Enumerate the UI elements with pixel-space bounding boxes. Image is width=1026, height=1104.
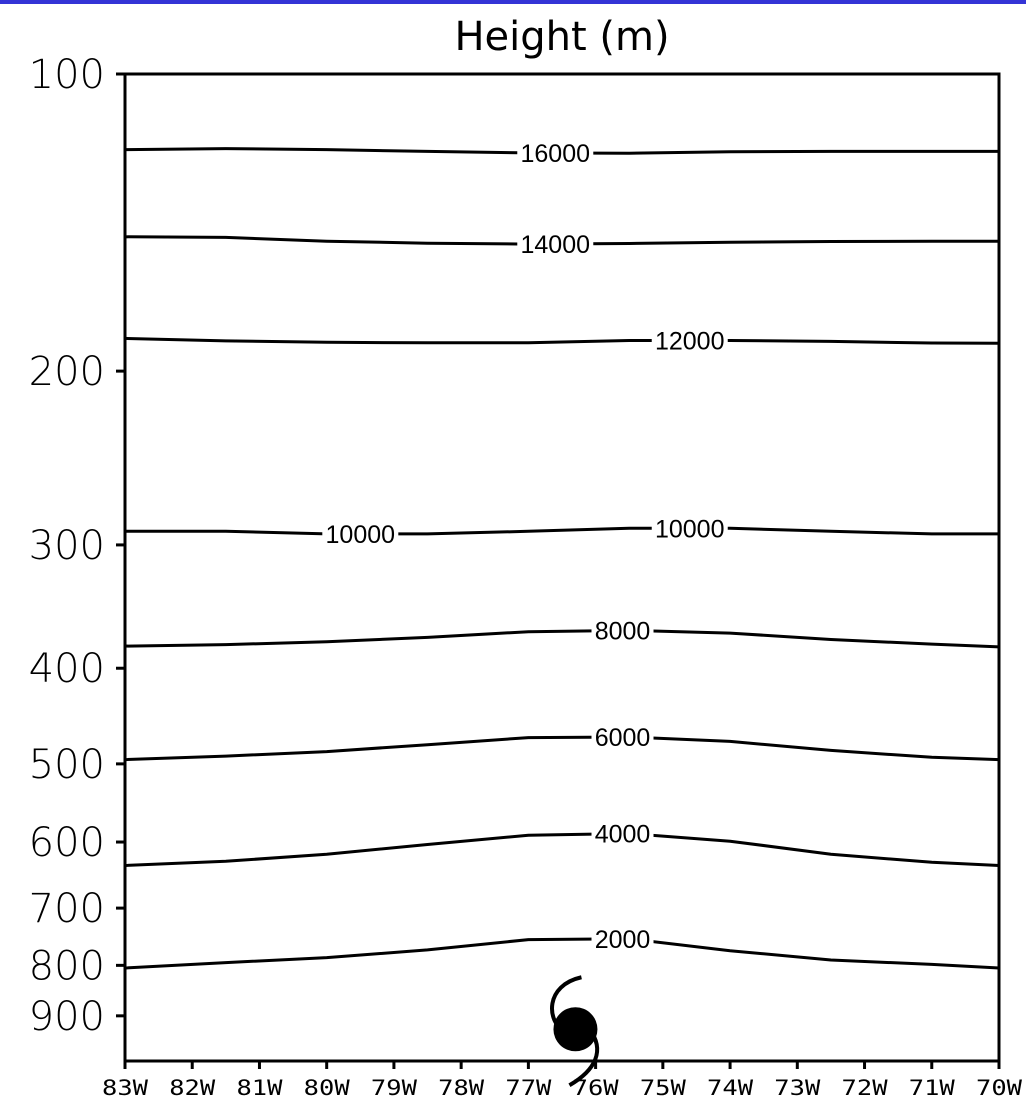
x-tick-label: 81W (236, 1076, 282, 1100)
contour-label-12000: 12000 (655, 327, 725, 355)
contour-label-4000: 4000 (595, 821, 651, 849)
y-tick-label: 200 (29, 349, 105, 395)
hurricane-symbol-icon (552, 977, 597, 1085)
chart-title: Height (m) (454, 14, 669, 60)
contour-line-12000 (125, 338, 999, 343)
x-axis: 83W 82W 81W 80W 79W 78W 77W 76W 75W 74W 73W 72W 71W 7… (102, 1061, 1022, 1100)
y-axis: 100 200 300 400 500 600 700 800 900 (29, 52, 125, 1040)
x-tick-label: 79W (371, 1076, 417, 1100)
contour-label-2000: 2000 (595, 926, 651, 954)
x-tick-label: 70W (976, 1076, 1022, 1100)
contour-lines: 16000 14000 12000 10000 10000 8000 6000 4000 200… (125, 138, 999, 968)
x-tick-label: 74W (707, 1076, 753, 1100)
contour-line-4000 (125, 834, 999, 866)
plot-frame (125, 74, 999, 1061)
contour-label-14000: 14000 (521, 231, 591, 259)
y-tick-label: 700 (29, 886, 105, 932)
y-tick-label: 100 (29, 52, 105, 98)
contour-label-10000: 10000 (326, 521, 396, 549)
contour-label-16000: 16000 (521, 140, 591, 168)
y-tick-label: 600 (29, 820, 105, 866)
x-tick-label: 78W (438, 1076, 484, 1100)
x-tick-label: 73W (774, 1076, 820, 1100)
contour-line-10000 (125, 528, 999, 534)
x-tick-label: 80W (304, 1076, 350, 1100)
y-tick-label: 800 (29, 943, 105, 989)
contour-line-6000 (125, 737, 999, 760)
x-tick-label: 77W (505, 1076, 551, 1100)
x-tick-label: 75W (640, 1076, 686, 1100)
y-tick-label: 500 (29, 742, 105, 788)
x-tick-label: 71W (909, 1076, 955, 1100)
contour-label-8000: 8000 (595, 617, 651, 645)
x-tick-label: 82W (169, 1076, 215, 1100)
contour-line-2000 (125, 939, 999, 968)
y-tick-label: 300 (29, 523, 105, 569)
x-tick-label: 72W (842, 1076, 888, 1100)
contour-label-6000: 6000 (595, 724, 651, 752)
x-tick-label: 83W (102, 1076, 148, 1100)
contour-line-8000 (125, 630, 999, 647)
y-tick-label: 900 (29, 994, 105, 1040)
contour-label-10000: 10000 (655, 515, 725, 543)
y-tick-label: 400 (29, 646, 105, 692)
